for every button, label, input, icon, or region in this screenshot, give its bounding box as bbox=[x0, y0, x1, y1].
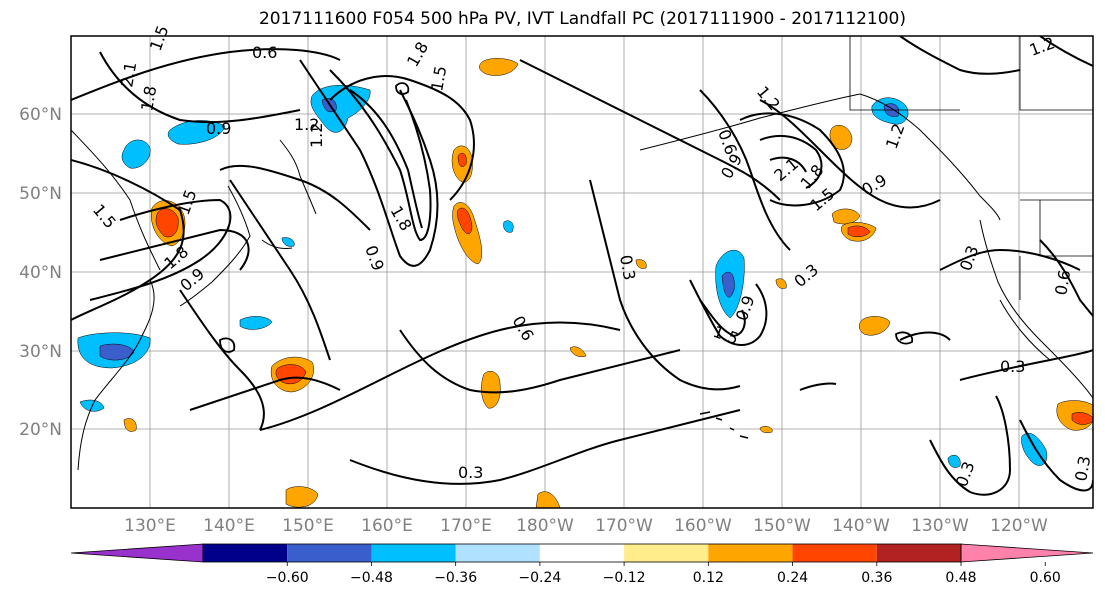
colorbar-tick-label: 0.60 bbox=[1030, 570, 1061, 586]
colorbar-tick-label: −0.48 bbox=[350, 570, 393, 586]
orange-patch bbox=[859, 316, 891, 336]
lon-label: 130°W bbox=[911, 516, 969, 536]
red-patch bbox=[847, 225, 871, 237]
colorbar: −0.60 −0.48 −0.36 −0.24 −0.12 0.12 0.24 0.36 0.4… bbox=[70, 543, 1094, 586]
orange-patch bbox=[829, 125, 853, 150]
colorbar-tick-label: 0.36 bbox=[861, 570, 892, 586]
map-frame bbox=[70, 35, 1094, 509]
colorbar-segment bbox=[539, 544, 625, 562]
coastlines bbox=[71, 36, 1093, 471]
lon-label: 180°W bbox=[516, 516, 574, 536]
orange-patch bbox=[569, 346, 587, 357]
lon-label: 160°W bbox=[674, 516, 732, 536]
pv-contours bbox=[71, 36, 1093, 496]
lat-label: 30°N bbox=[19, 342, 62, 362]
orange-patch bbox=[123, 418, 137, 432]
blue-patch bbox=[99, 343, 135, 361]
colorbar-segment bbox=[455, 544, 540, 562]
map-area bbox=[70, 35, 1094, 509]
blue-patch bbox=[239, 316, 273, 330]
colorbar-tick-label: −0.24 bbox=[518, 570, 561, 586]
contour-label: 0.6 bbox=[1051, 268, 1074, 296]
lon-label: 140°E bbox=[203, 516, 255, 536]
colorbar-tick-label: −0.36 bbox=[434, 570, 477, 586]
blue-patch bbox=[721, 271, 735, 298]
colorbar-segment bbox=[203, 544, 288, 562]
orange-patch bbox=[775, 278, 787, 289]
contour-label: 0.3 bbox=[458, 463, 483, 482]
lat-label: 50°N bbox=[19, 184, 62, 204]
colorbar-segment bbox=[70, 543, 204, 563]
contour-label: 1.8 bbox=[137, 84, 160, 112]
colorbar-segment bbox=[371, 544, 456, 562]
red-patch bbox=[1071, 412, 1093, 425]
orange-patch bbox=[759, 426, 773, 434]
red-patch bbox=[155, 208, 179, 238]
latitude-labels: 60°N 50°N 40°N 30°N 20°N bbox=[19, 105, 62, 440]
contour-label: 0.3 bbox=[1000, 357, 1025, 376]
contour-label: 0.9 bbox=[206, 119, 231, 138]
lat-label: 20°N bbox=[19, 420, 62, 440]
contour-label: 1.5 bbox=[427, 64, 450, 92]
contour-label: 2.1 bbox=[117, 60, 140, 88]
colorbar-segment bbox=[960, 543, 1094, 563]
lon-label: 170°W bbox=[595, 516, 653, 536]
blue-patch bbox=[947, 455, 961, 468]
orange-patch bbox=[479, 58, 519, 76]
colorbar-tick-label: 0.24 bbox=[777, 570, 808, 586]
orange-patch bbox=[481, 371, 501, 409]
lon-label: 150°W bbox=[753, 516, 811, 536]
blue-patch bbox=[503, 220, 514, 233]
lon-label: 130°E bbox=[124, 516, 176, 536]
colorbar-tick-label: 0.12 bbox=[693, 570, 724, 586]
lon-label: 120°W bbox=[990, 516, 1048, 536]
lon-label: 140°W bbox=[832, 516, 890, 536]
longitude-labels: 130°E 140°E 150°E 160°E 170°E 180°W 170°… bbox=[124, 516, 1048, 536]
orange-patch bbox=[831, 208, 861, 225]
lon-label: 160°E bbox=[361, 516, 413, 536]
lon-label: 170°E bbox=[440, 516, 492, 536]
lon-label: 150°E bbox=[282, 516, 334, 536]
lat-label: 40°N bbox=[19, 263, 62, 283]
red-patch bbox=[456, 207, 473, 234]
colorbar-outline bbox=[202, 543, 962, 563]
colorbar-tick-label: 0.48 bbox=[945, 570, 976, 586]
colorbar-segment bbox=[624, 544, 709, 562]
colorbar-segment bbox=[792, 544, 877, 562]
map-title: 2017111600 F054 500 hPa PV, IVT Landfall… bbox=[258, 9, 906, 29]
contour-label: 1.2 bbox=[294, 115, 319, 134]
contour-label: 1.2 bbox=[307, 123, 326, 148]
colorbar-segment bbox=[287, 544, 372, 562]
orange-patch bbox=[535, 491, 561, 508]
contour-label: 0.6 bbox=[252, 43, 277, 62]
colorbar-tick-label: −0.60 bbox=[266, 570, 309, 586]
orange-patch bbox=[285, 486, 319, 508]
blue-patch bbox=[121, 139, 151, 169]
red-patch bbox=[457, 153, 467, 167]
contour-label: 0.3 bbox=[1071, 454, 1094, 482]
blue-patch bbox=[167, 120, 226, 145]
lat-label: 60°N bbox=[19, 105, 62, 125]
colorbar-tick-label: −0.12 bbox=[603, 570, 646, 586]
colorbar-segment bbox=[708, 544, 793, 562]
blue-patch bbox=[281, 237, 295, 247]
colorbar-segment bbox=[876, 544, 961, 562]
contour-label: 0.3 bbox=[616, 253, 639, 281]
shaded-patches bbox=[77, 58, 1093, 508]
orange-patch bbox=[635, 259, 647, 269]
